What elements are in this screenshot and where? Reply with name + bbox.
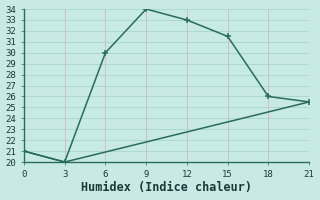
X-axis label: Humidex (Indice chaleur): Humidex (Indice chaleur) [81, 181, 252, 194]
